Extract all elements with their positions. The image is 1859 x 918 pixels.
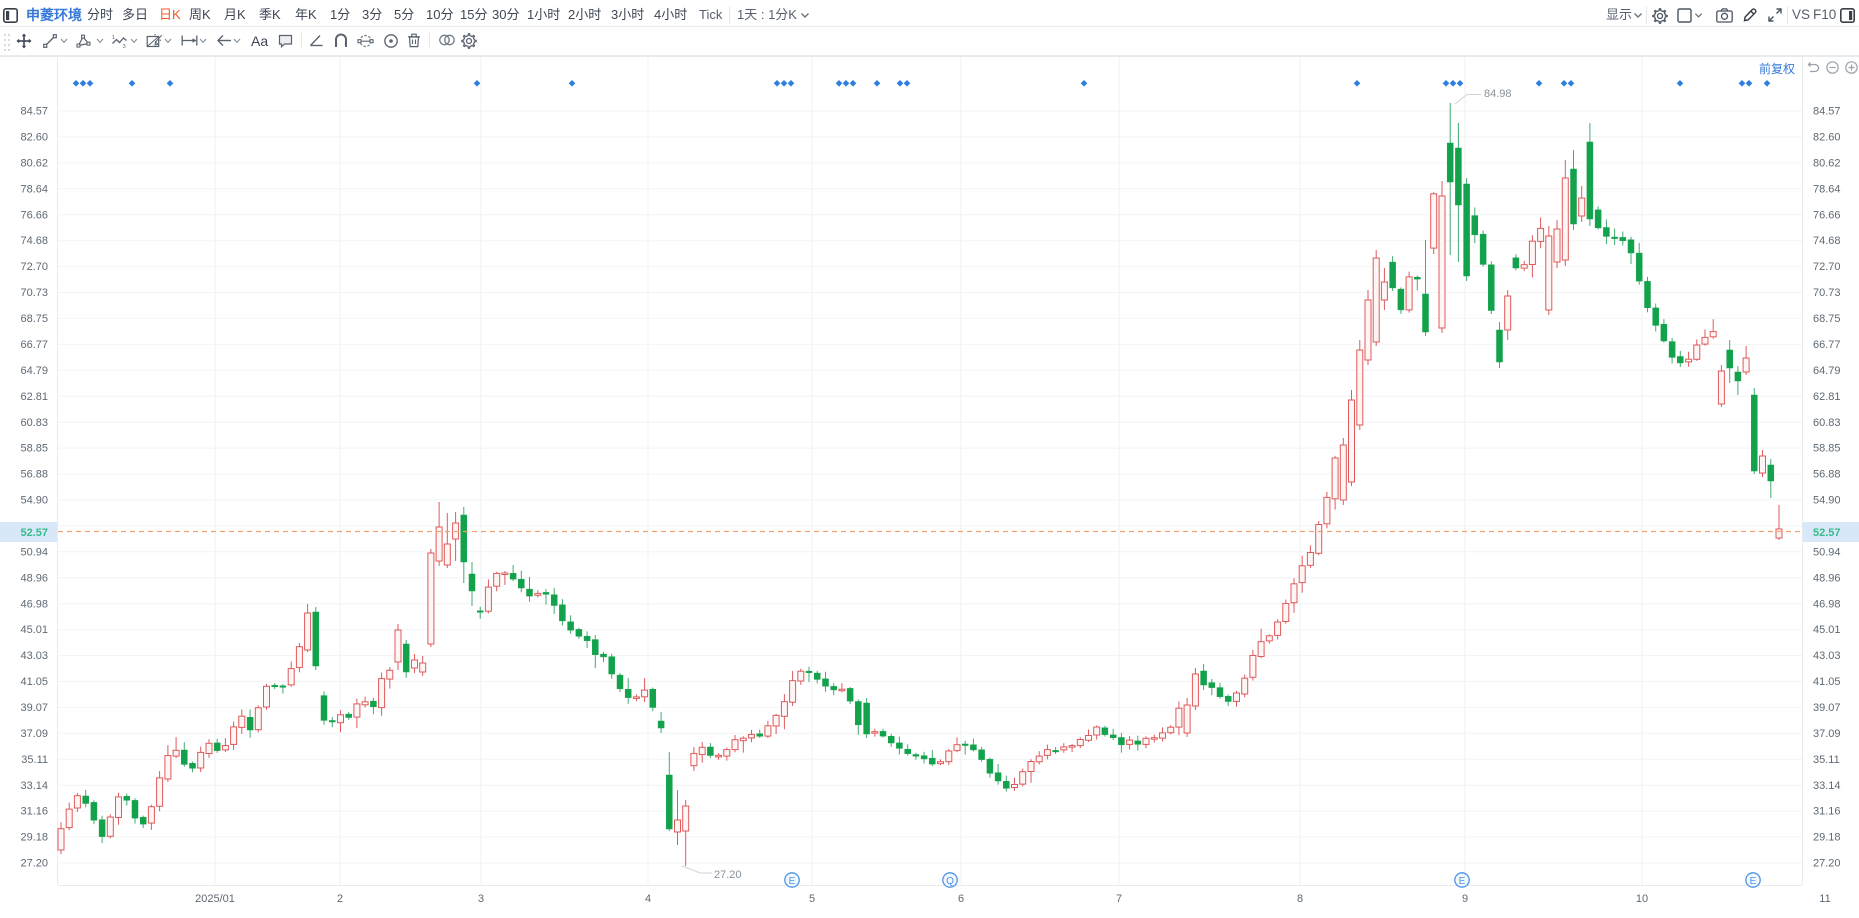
svg-text:43.03: 43.03 — [20, 650, 48, 662]
svg-text:37.09: 37.09 — [20, 728, 48, 740]
svg-text:78.64: 78.64 — [1813, 183, 1841, 195]
svg-text:84.98: 84.98 — [1484, 88, 1512, 100]
svg-text:74.68: 74.68 — [1813, 235, 1841, 247]
svg-text:31.16: 31.16 — [1813, 806, 1841, 818]
svg-text:35.11: 35.11 — [1813, 754, 1840, 766]
svg-text:84.57: 84.57 — [20, 106, 48, 118]
svg-text:52.57: 52.57 — [20, 527, 48, 539]
svg-text:80.62: 80.62 — [1813, 158, 1841, 170]
svg-text:76.66: 76.66 — [20, 209, 48, 221]
svg-text:54.90: 54.90 — [20, 495, 48, 507]
svg-text:46.98: 46.98 — [20, 598, 48, 610]
svg-text:72.70: 72.70 — [1813, 261, 1841, 273]
svg-text:50.94: 50.94 — [20, 546, 48, 558]
svg-text:39.07: 39.07 — [1813, 702, 1841, 714]
svg-text:6: 6 — [958, 893, 964, 905]
svg-text:76.66: 76.66 — [1813, 209, 1841, 221]
svg-text:33.14: 33.14 — [20, 780, 48, 792]
svg-text:60.83: 60.83 — [20, 417, 48, 429]
svg-text:58.85: 58.85 — [20, 443, 48, 455]
svg-text:70.73: 70.73 — [20, 287, 48, 299]
svg-text:41.05: 41.05 — [20, 676, 48, 688]
svg-text:27.20: 27.20 — [714, 869, 742, 881]
svg-text:54.90: 54.90 — [1813, 495, 1841, 507]
svg-text:2025/01: 2025/01 — [195, 893, 235, 905]
svg-text:80.62: 80.62 — [20, 158, 48, 170]
svg-text:62.81: 62.81 — [1813, 391, 1841, 403]
svg-text:35.11: 35.11 — [21, 754, 48, 766]
svg-text:78.64: 78.64 — [20, 183, 48, 195]
svg-text:62.81: 62.81 — [20, 391, 48, 403]
svg-text:29.18: 29.18 — [20, 832, 48, 844]
svg-text:Q: Q — [946, 876, 954, 887]
svg-text:72.70: 72.70 — [20, 261, 48, 273]
svg-text:64.79: 64.79 — [1813, 365, 1841, 377]
svg-text:68.75: 68.75 — [1813, 313, 1841, 325]
svg-text:41.05: 41.05 — [1813, 676, 1841, 688]
svg-text:39.07: 39.07 — [20, 702, 48, 714]
svg-text:E: E — [789, 876, 796, 887]
svg-text:50.94: 50.94 — [1813, 546, 1841, 558]
svg-text:60.83: 60.83 — [1813, 417, 1841, 429]
svg-text:74.68: 74.68 — [20, 235, 48, 247]
svg-text:68.75: 68.75 — [20, 313, 48, 325]
svg-text:2: 2 — [337, 893, 343, 905]
svg-text:3: 3 — [123, 44, 126, 49]
svg-text:31.16: 31.16 — [20, 806, 48, 818]
svg-text:46.98: 46.98 — [1813, 598, 1841, 610]
svg-text:52.57: 52.57 — [1813, 527, 1841, 539]
svg-text:3: 3 — [478, 893, 484, 905]
svg-text:58.85: 58.85 — [1813, 443, 1841, 455]
svg-text:48.96: 48.96 — [20, 572, 48, 584]
svg-text:1: 1 — [112, 35, 115, 41]
svg-text:64.79: 64.79 — [20, 365, 48, 377]
svg-text:27.20: 27.20 — [1813, 858, 1841, 870]
svg-text:66.77: 66.77 — [20, 339, 48, 351]
svg-text:56.88: 56.88 — [1813, 469, 1841, 481]
svg-text:82.60: 82.60 — [1813, 132, 1841, 144]
svg-text:66.77: 66.77 — [1813, 339, 1841, 351]
svg-text:E: E — [1750, 876, 1757, 887]
svg-text:33.14: 33.14 — [1813, 780, 1841, 792]
svg-text:8: 8 — [1297, 893, 1303, 905]
svg-text:11: 11 — [1819, 893, 1830, 905]
svg-text:5: 5 — [809, 893, 815, 905]
svg-text:45.01: 45.01 — [1813, 624, 1841, 636]
svg-text:4: 4 — [645, 893, 651, 905]
svg-text:43.03: 43.03 — [1813, 650, 1841, 662]
svg-text:27.20: 27.20 — [20, 858, 48, 870]
svg-text:70.73: 70.73 — [1813, 287, 1841, 299]
svg-text:10: 10 — [1636, 893, 1648, 905]
svg-text:45.01: 45.01 — [20, 624, 48, 636]
svg-text:9: 9 — [1462, 893, 1468, 905]
svg-text:E: E — [1459, 876, 1466, 887]
svg-text:29.18: 29.18 — [1813, 832, 1841, 844]
svg-text:84.57: 84.57 — [1813, 106, 1841, 118]
svg-text:56.88: 56.88 — [20, 469, 48, 481]
svg-text:7: 7 — [1116, 893, 1122, 905]
svg-text:48.96: 48.96 — [1813, 572, 1841, 584]
svg-text:37.09: 37.09 — [1813, 728, 1841, 740]
svg-text:82.60: 82.60 — [20, 132, 48, 144]
